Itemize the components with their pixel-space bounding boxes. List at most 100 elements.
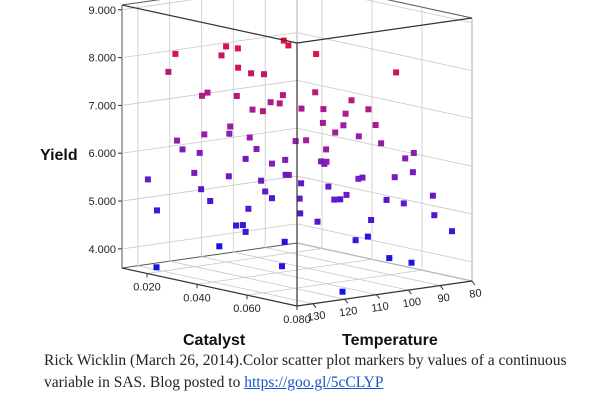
- caption-text: Rick Wicklin (March 26, 2014).Color scat…: [44, 352, 567, 391]
- z-tick-label: 5.000: [88, 196, 116, 208]
- z-axis-title: Yield: [40, 147, 78, 164]
- data-point: [218, 52, 225, 59]
- box-edge: [121, 242, 298, 269]
- data-point: [196, 149, 203, 156]
- z-tick-label: 6.000: [88, 148, 116, 160]
- data-points: [144, 37, 455, 295]
- data-point: [391, 174, 398, 181]
- data-point: [365, 106, 372, 113]
- data-point: [246, 134, 253, 141]
- data-point: [386, 255, 393, 262]
- data-point: [191, 169, 198, 176]
- data-point: [223, 43, 230, 50]
- y-tick-mark: [407, 289, 412, 295]
- scatter-3d-chart: 4.000 5.000 6.000 7.000 8.000 9.000 0.020 0.040…: [40, 0, 482, 349]
- data-point: [172, 50, 179, 57]
- data-point: [174, 137, 180, 144]
- data-point: [312, 89, 319, 96]
- data-point: [383, 196, 390, 203]
- data-point: [429, 192, 436, 199]
- data-point: [279, 92, 286, 99]
- data-point: [393, 69, 400, 76]
- gridline: [365, 0, 473, 24]
- y-tick-label: 120: [338, 305, 358, 319]
- gridline: [121, 32, 298, 58]
- data-point: [337, 196, 344, 203]
- gridline: [246, 269, 423, 296]
- data-point: [319, 119, 326, 126]
- tick-labels: 4.000 5.000 6.000 7.000 8.000 9.000 0.020 0.040…: [88, 5, 482, 326]
- y-axis-title: Temperature: [342, 332, 438, 349]
- data-point: [285, 172, 292, 178]
- data-point: [364, 233, 371, 240]
- data-point: [227, 123, 234, 130]
- y-tick-label: 80: [469, 287, 483, 301]
- data-point: [339, 288, 346, 295]
- data-point: [144, 176, 151, 183]
- data-point: [313, 51, 320, 57]
- data-point: [331, 196, 338, 203]
- data-point: [276, 100, 283, 107]
- data-point: [410, 150, 417, 156]
- y-tick-mark: [471, 280, 476, 286]
- gridline: [233, 251, 409, 291]
- data-point: [402, 155, 409, 162]
- data-point: [261, 71, 267, 78]
- data-point: [249, 106, 256, 113]
- data-point: [267, 99, 274, 106]
- data-point: [165, 68, 172, 75]
- gridline: [296, 223, 473, 263]
- data-point: [234, 45, 241, 52]
- gridline: [121, 223, 298, 250]
- gridline: [169, 260, 345, 300]
- data-point: [297, 210, 304, 217]
- data-point: [262, 188, 269, 195]
- y-tick-mark: [376, 294, 380, 299]
- x-tick-label: 0.080: [283, 314, 311, 326]
- data-point: [321, 160, 328, 167]
- data-point: [431, 212, 438, 219]
- data-point: [318, 158, 325, 165]
- y-tick-label: 110: [371, 301, 390, 315]
- data-point: [320, 106, 327, 113]
- data-point: [201, 131, 208, 138]
- data-point: [242, 228, 249, 235]
- y-tick-label: 130: [307, 310, 327, 324]
- data-point: [314, 218, 321, 225]
- box-edge-front: [296, 17, 473, 44]
- z-tick-label: 7.000: [88, 100, 116, 112]
- gridline: [196, 258, 373, 285]
- data-point: [239, 222, 246, 229]
- z-tick-label: 4.000: [88, 244, 116, 256]
- data-point: [352, 237, 359, 244]
- data-point: [343, 191, 350, 198]
- data-point: [368, 217, 375, 223]
- data-point: [248, 70, 255, 77]
- x-tick-label: 0.020: [133, 281, 161, 293]
- caption-link[interactable]: https://goo.gl/5cCLYP: [244, 374, 384, 391]
- data-point: [298, 105, 305, 112]
- data-point: [340, 122, 347, 129]
- data-point: [355, 133, 362, 140]
- data-point: [269, 160, 275, 167]
- data-point: [292, 138, 299, 145]
- gridline: [137, 265, 313, 305]
- y-tick-mark: [312, 303, 317, 309]
- data-point: [179, 146, 186, 153]
- data-point: [245, 205, 252, 212]
- data-point: [359, 174, 366, 181]
- data-point: [242, 155, 249, 162]
- z-tick-label: 9.000: [88, 5, 116, 17]
- data-point: [378, 140, 385, 147]
- data-point: [154, 207, 160, 214]
- data-point: [298, 180, 305, 187]
- box-edge-front: [296, 280, 473, 307]
- gridline: [296, 127, 473, 167]
- data-point: [409, 169, 416, 176]
- x-tick-label: 0.040: [183, 292, 211, 304]
- gridline: [296, 80, 473, 119]
- y-tick-mark: [344, 298, 349, 304]
- data-point: [259, 108, 266, 115]
- data-point: [348, 97, 355, 104]
- x-axis-title: Catalyst: [183, 332, 246, 349]
